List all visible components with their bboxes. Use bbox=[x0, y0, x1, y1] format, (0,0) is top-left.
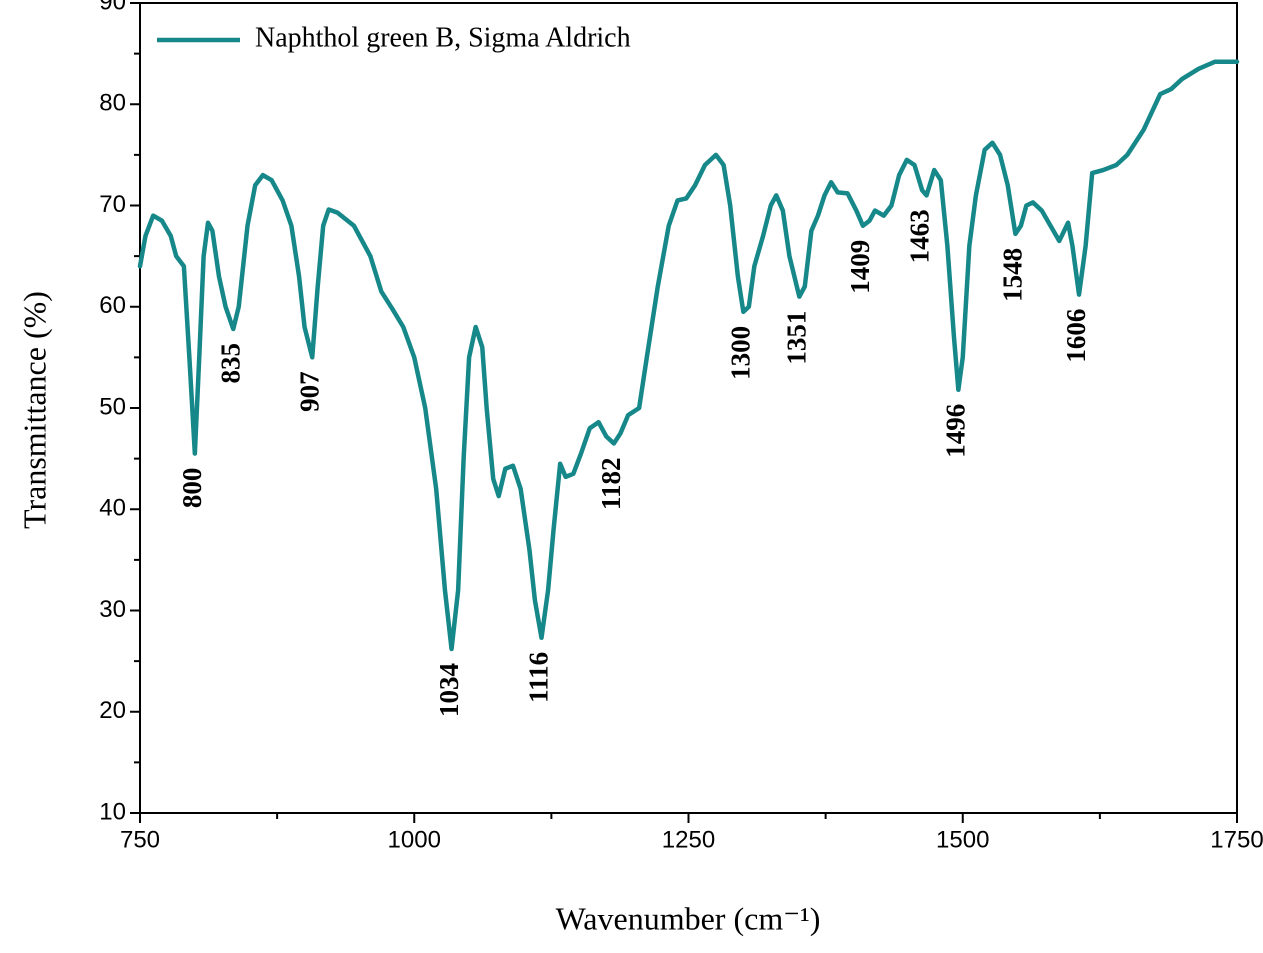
spectrum-line bbox=[137, 59, 1240, 652]
x-tick-label: 750 bbox=[120, 826, 160, 853]
x-tick-label: 1500 bbox=[936, 826, 989, 853]
y-tick-label: 60 bbox=[99, 292, 126, 319]
peak-label: 1116 bbox=[524, 652, 554, 703]
peak-label: 907 bbox=[294, 371, 324, 412]
peak-label: 800 bbox=[177, 468, 207, 509]
legend-label: Naphthol green B, Sigma Aldrich bbox=[255, 22, 631, 53]
peak-label: 1351 bbox=[782, 311, 812, 365]
y-tick-label: 20 bbox=[99, 697, 126, 724]
peak-label: 835 bbox=[215, 343, 245, 384]
y-axis-label: Transmittance (%) bbox=[16, 291, 52, 529]
x-tick-label: 1000 bbox=[388, 826, 441, 853]
x-tick-label: 1250 bbox=[662, 826, 715, 853]
y-tick-label: 10 bbox=[99, 798, 126, 825]
peak-label: 1463 bbox=[904, 209, 934, 263]
peak-label: 1496 bbox=[941, 404, 971, 458]
peak-label: 1548 bbox=[998, 248, 1028, 302]
peak-label: 1409 bbox=[845, 240, 875, 294]
peak-label: 1182 bbox=[596, 457, 626, 510]
peak-label: 1606 bbox=[1061, 309, 1091, 363]
x-axis-label: Wavenumber (cm⁻¹) bbox=[556, 900, 821, 936]
y-tick-label: 70 bbox=[99, 191, 126, 218]
peak-label: 1300 bbox=[726, 326, 756, 380]
y-tick-label: 50 bbox=[99, 393, 126, 420]
y-tick-label: 90 bbox=[99, 0, 126, 15]
peak-label: 1034 bbox=[434, 663, 464, 717]
x-tick-label: 1750 bbox=[1210, 826, 1263, 853]
y-tick-label: 40 bbox=[99, 495, 126, 522]
y-tick-label: 30 bbox=[99, 596, 126, 623]
y-tick-label: 80 bbox=[99, 90, 126, 117]
